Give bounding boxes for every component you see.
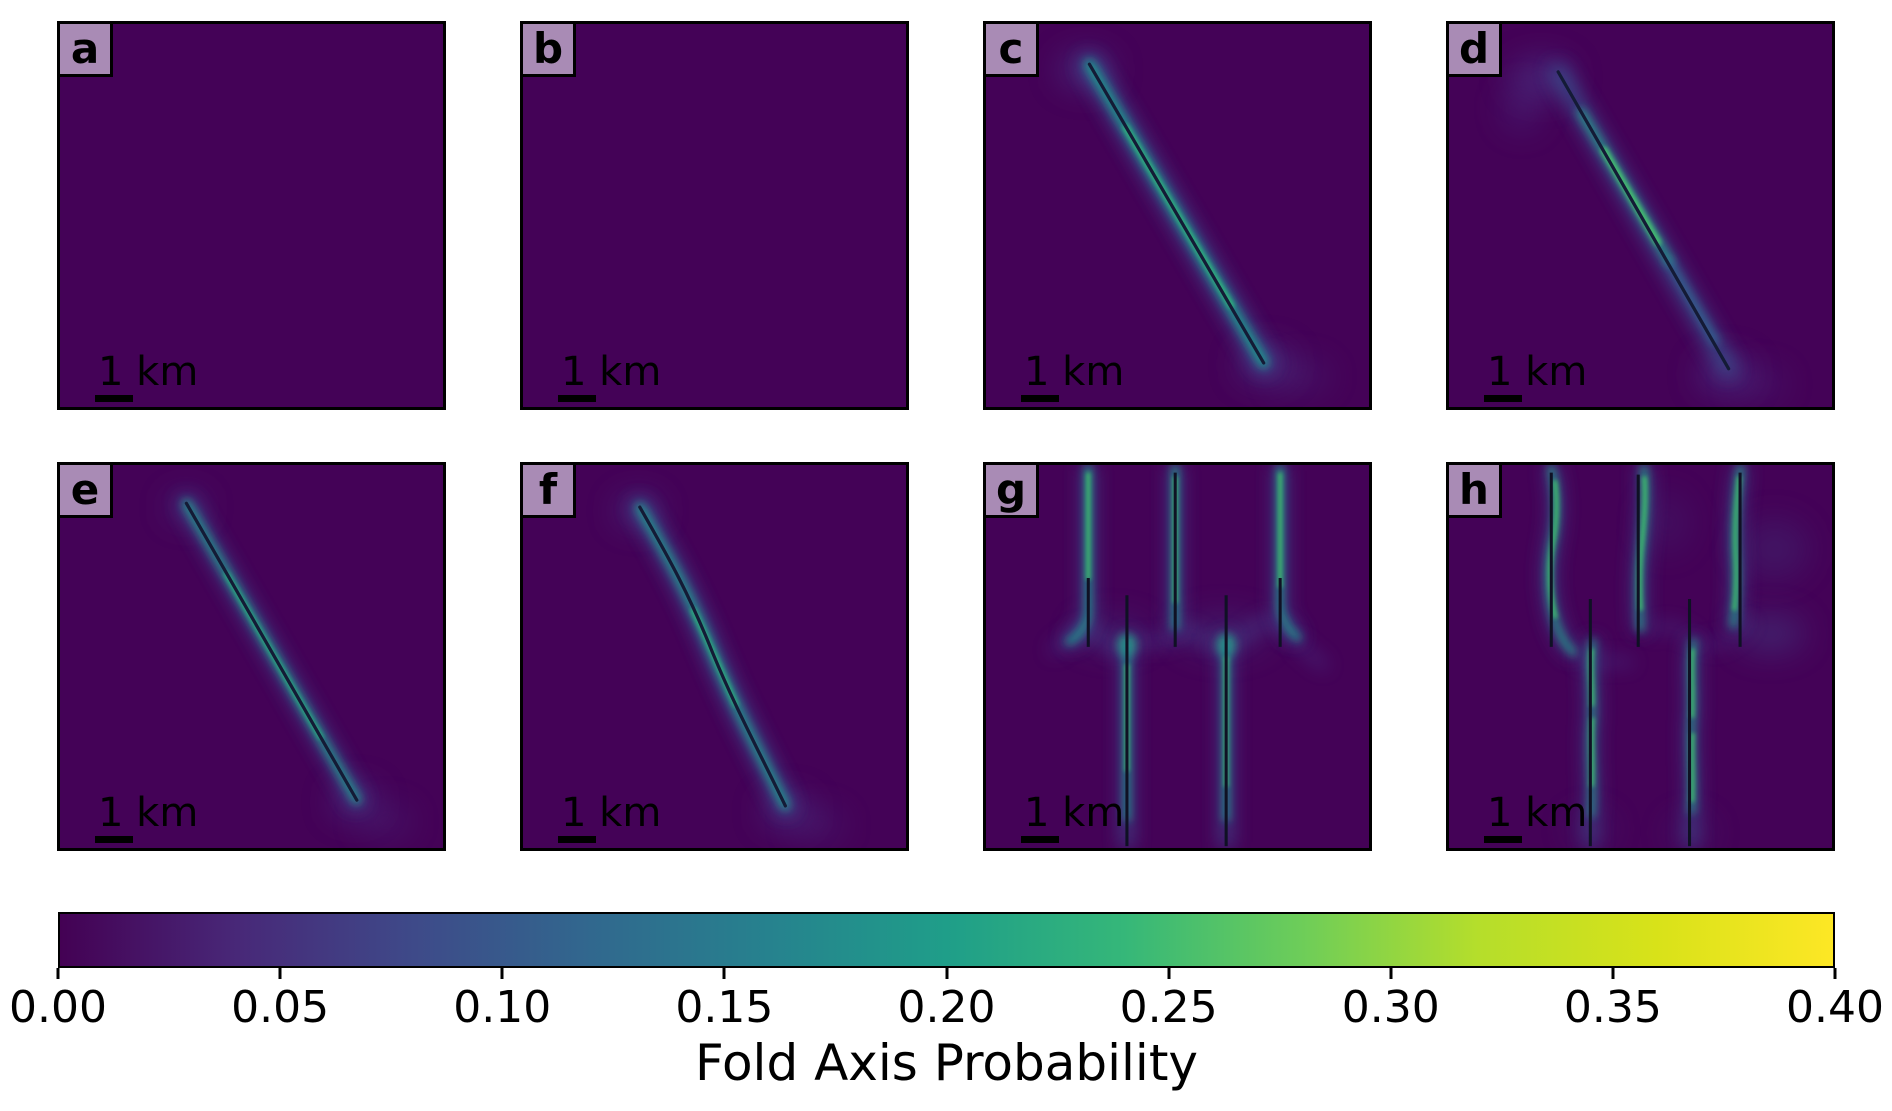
scalebar: 1 km: [558, 349, 662, 402]
colorbar-tick-label: 0.10: [453, 982, 552, 1033]
scalebar-bar: [558, 836, 596, 843]
scalebar-text: 1 km: [98, 349, 199, 395]
colorbar-tick-label: 0.00: [9, 982, 107, 1033]
scalebar-bar: [95, 836, 133, 843]
fold-probability-map-c: [986, 24, 1369, 407]
scalebar: 1 km: [1484, 349, 1588, 402]
panel-c: c 1 km: [983, 21, 1372, 410]
colorbar-tick-label: 0.05: [231, 982, 330, 1033]
colorbar-tick-label: 0.20: [897, 982, 996, 1033]
scalebar: 1 km: [1484, 790, 1588, 843]
panel-label-c: c: [986, 24, 1039, 77]
colorbar-tick: [1167, 968, 1171, 979]
panel-f: f 1 km: [520, 462, 909, 851]
colorbar-tick: [278, 968, 282, 979]
scalebar-bar: [95, 395, 133, 402]
colorbar-tick-label: 0.15: [675, 982, 774, 1033]
panel-d: d 1 km: [1446, 21, 1835, 410]
scalebar-text: 1 km: [98, 790, 199, 836]
scalebar: 1 km: [1021, 349, 1125, 402]
panel-label-a: a: [60, 24, 113, 77]
fold-probability-map-d: [1449, 24, 1832, 407]
colorbar-tick-label: 0.25: [1119, 982, 1218, 1033]
colorbar-tick: [500, 968, 504, 979]
scalebar-bar: [1484, 836, 1522, 843]
scalebar-bar: [1021, 836, 1059, 843]
fold-probability-map-e: [60, 465, 443, 848]
panel-label-b: b: [523, 24, 576, 77]
scalebar: 1 km: [95, 790, 199, 843]
panel-label-f: f: [523, 465, 576, 518]
panel-e: e 1 km: [57, 462, 446, 851]
scalebar-bar: [1484, 395, 1522, 402]
scalebar-bar: [1021, 395, 1059, 402]
scalebar-bar: [558, 395, 596, 402]
panel-h: h 1 km: [1446, 462, 1835, 851]
fold-probability-map-f: [523, 465, 906, 848]
colorbar-tick: [1611, 968, 1615, 979]
scalebar: 1 km: [95, 349, 199, 402]
scalebar-text: 1 km: [1487, 349, 1588, 395]
fold-probability-map-h: [1449, 465, 1832, 848]
panel-label-h: h: [1449, 465, 1502, 518]
colorbar-gradient: [58, 912, 1835, 968]
panel-label-g: g: [986, 465, 1039, 518]
panel-g: g 1 km: [983, 462, 1372, 851]
colorbar-tick: [1389, 968, 1393, 979]
colorbar: 0.00 0.05 0.10 0.15 0.20 0.25 0.30 0.35 …: [9, 912, 1884, 1111]
colorbar-tick: [1833, 968, 1837, 979]
colorbar-tick-label: 0.30: [1341, 982, 1440, 1033]
scalebar-text: 1 km: [1024, 349, 1125, 395]
panel-a: a 1 km: [57, 21, 446, 410]
scalebar: 1 km: [1021, 790, 1125, 843]
colorbar-tick: [722, 968, 726, 979]
scalebar-text: 1 km: [561, 349, 662, 395]
colorbar-tick: [56, 968, 60, 979]
panel-label-e: e: [60, 465, 113, 518]
colorbar-axis-label: Fold Axis Probability: [694, 1034, 1199, 1092]
scalebar-text: 1 km: [1487, 790, 1588, 836]
scalebar: 1 km: [558, 790, 662, 843]
fold-probability-map-g: [986, 465, 1369, 848]
scalebar-text: 1 km: [561, 790, 662, 836]
colorbar-tick-label: 0.35: [1563, 982, 1662, 1033]
panel-b: b 1 km: [520, 21, 909, 410]
colorbar-tick-label: 0.40: [1786, 982, 1884, 1033]
scalebar-text: 1 km: [1024, 790, 1125, 836]
panel-label-d: d: [1449, 24, 1502, 77]
colorbar-tick: [945, 968, 948, 979]
